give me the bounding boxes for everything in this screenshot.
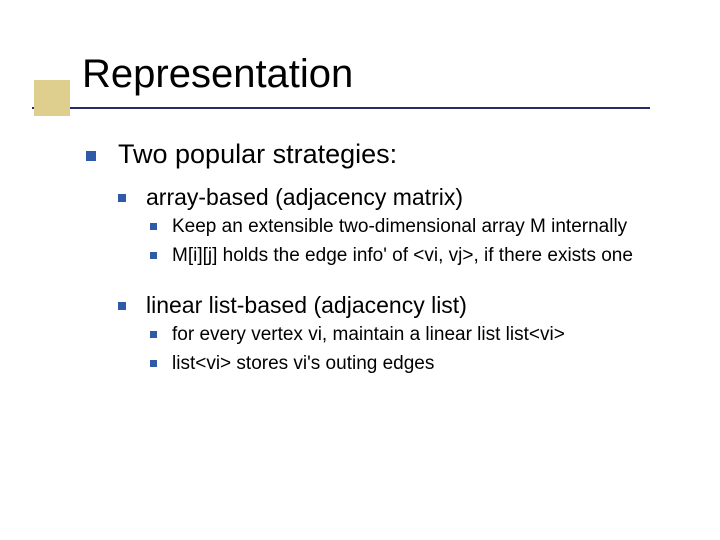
bullet-text: array-based (adjacency matrix) (146, 184, 463, 211)
bullet-square-icon (150, 360, 157, 367)
title-row: Representation (0, 0, 720, 109)
bullet-text: Keep an extensible two-dimensional array… (172, 215, 627, 240)
bullet-lvl2: array-based (adjacency matrix) (118, 184, 720, 211)
spacer (86, 268, 720, 278)
bullet-text: Two popular strategies: (118, 139, 397, 170)
bullet-text: linear list-based (adjacency list) (146, 292, 467, 319)
bullet-lvl1: Two popular strategies: (86, 139, 720, 170)
slide: Representation Two popular strategies: a… (0, 0, 720, 540)
accent-box (34, 80, 70, 116)
bullet-lvl2: linear list-based (adjacency list) (118, 292, 720, 319)
bullet-square-icon (150, 252, 157, 259)
bullet-square-icon (86, 151, 96, 161)
bullet-lvl3: list<vi> stores vi's outing edges (150, 352, 720, 377)
bullet-lvl3: M[i][j] holds the edge info' of <vi, vj>… (150, 244, 720, 269)
title-underline (32, 107, 650, 109)
bullet-lvl3: Keep an extensible two-dimensional array… (150, 215, 720, 240)
bullet-square-icon (118, 302, 126, 310)
bullet-lvl3: for every vertex vi, maintain a linear l… (150, 323, 720, 348)
bullet-square-icon (150, 331, 157, 338)
bullet-text: for every vertex vi, maintain a linear l… (172, 323, 565, 348)
bullet-text: list<vi> stores vi's outing edges (172, 352, 434, 377)
bullet-square-icon (150, 223, 157, 230)
slide-content: Two popular strategies: array-based (adj… (0, 109, 720, 377)
slide-title: Representation (0, 52, 720, 97)
bullet-text: M[i][j] holds the edge info' of <vi, vj>… (172, 244, 633, 269)
bullet-square-icon (118, 194, 126, 202)
